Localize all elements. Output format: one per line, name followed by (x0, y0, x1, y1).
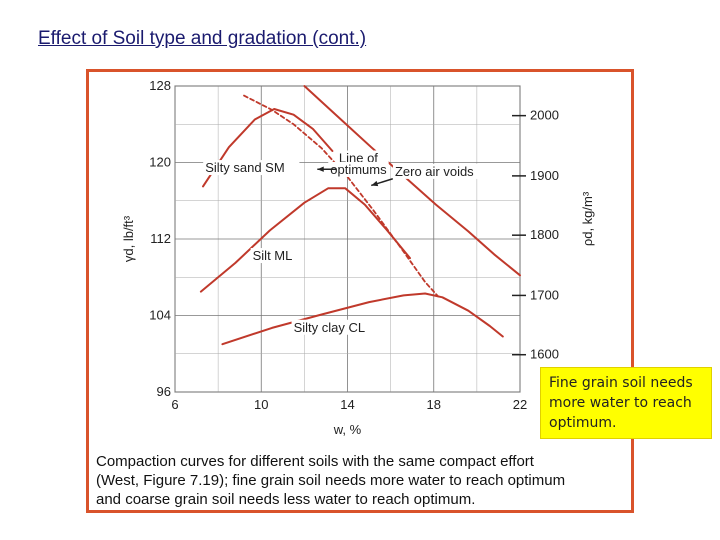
x-tick-label: 14 (340, 397, 354, 412)
note-callout: Fine grain soil needs more water to reac… (540, 367, 712, 439)
curve-silty-sand-sm (202, 108, 334, 188)
y2-axis-label: ρd, kg/m³ (580, 191, 595, 246)
y-axis-label: γd, lb/ft³ (121, 215, 136, 262)
curve-zero-air-voids (303, 85, 521, 277)
annotation-label: Line of (339, 151, 378, 166)
curve-silt-ml (199, 187, 411, 293)
annotation-bg (203, 160, 300, 176)
y2-tick-label: 1800 (530, 227, 559, 242)
annotation-bg (336, 150, 389, 166)
y2-tick-label: 1900 (530, 168, 559, 183)
y-tick-label: 112 (150, 231, 171, 246)
slide-title: Effect of Soil type and gradation (cont.… (38, 28, 367, 49)
x-tick-label: 6 (171, 397, 178, 412)
annotation-label: optimums (330, 162, 387, 177)
y-tick-label: 120 (149, 155, 171, 170)
y-tick-label: 128 (149, 78, 171, 93)
arrow-zero-air-voids-head (371, 180, 379, 187)
caption-line-2: (West, Figure 7.19); fine grain soil nee… (96, 472, 566, 489)
x-tick-label: 10 (254, 397, 268, 412)
figure-caption: Compaction curves for different soils wi… (96, 452, 636, 509)
annotation-label: Zero air voids (395, 164, 474, 179)
annotation-bg (328, 161, 388, 177)
y2-tick-label: 1600 (530, 347, 559, 362)
annotation-label: Silty sand SM (205, 160, 284, 175)
arrow-line-of-optimums-head (317, 166, 324, 172)
annotation-bg (291, 319, 388, 335)
annotation-bg (250, 248, 303, 264)
annotation-bg (392, 163, 497, 179)
y-tick-label: 96 (157, 384, 171, 399)
y-tick-label: 104 (149, 308, 171, 323)
y2-tick-label: 1700 (530, 287, 559, 302)
x-tick-label: 22 (513, 397, 527, 412)
caption-line-1: Compaction curves for different soils wi… (96, 453, 534, 470)
y2-tick-label: 2000 (530, 108, 559, 123)
x-tick-label: 18 (427, 397, 441, 412)
annotation-label: Silty clay CL (294, 320, 366, 335)
caption-line-3: and coarse grain soil needs less water t… (96, 491, 476, 508)
annotation-label: Silt ML (253, 248, 293, 263)
x-axis-label: w, % (333, 422, 362, 437)
